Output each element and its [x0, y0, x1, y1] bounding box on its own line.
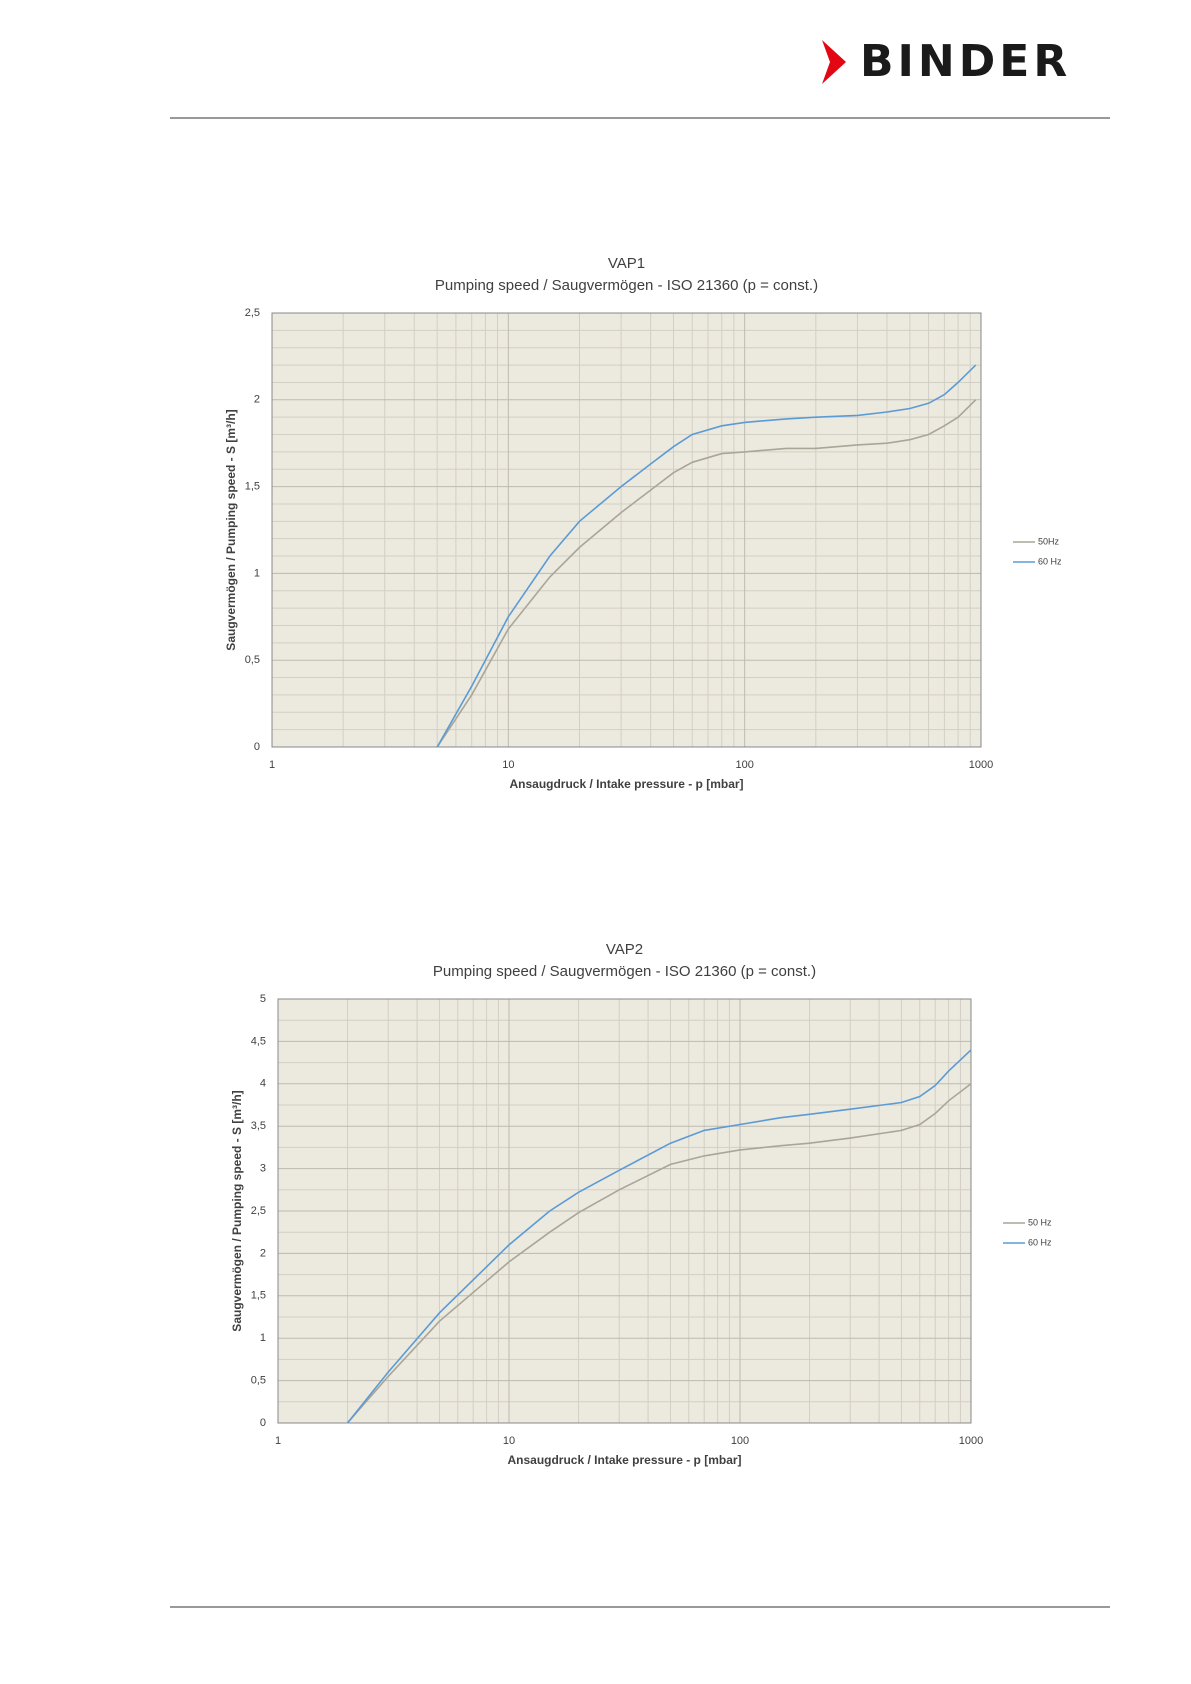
x-tick-label: 10 [503, 1435, 515, 1447]
y-tick-label: 2,5 [245, 307, 260, 319]
y-tick-label: 0,5 [251, 1375, 266, 1387]
y-tick-label: 3,5 [251, 1120, 266, 1132]
x-tick-label: 10 [502, 759, 514, 771]
x-axis-label: Ansaugdruck / Intake pressure - p [mbar] [509, 777, 743, 791]
y-tick-label: 3 [260, 1163, 266, 1175]
x-tick-label: 1 [269, 759, 275, 771]
y-tick-label: 2,5 [251, 1205, 266, 1217]
legend-label: 50Hz [1038, 536, 1060, 546]
plot-frame [277, 998, 972, 1424]
y-tick-label: 2 [254, 394, 260, 406]
y-tick-label: 0 [254, 741, 260, 753]
y-tick-label: 1 [254, 567, 260, 579]
series-line [346, 1083, 972, 1424]
logo: BINDER [860, 36, 1071, 87]
y-tick-label: 0 [260, 1417, 266, 1429]
series-line [436, 364, 977, 748]
x-tick-label: 100 [731, 1435, 749, 1447]
chart-title: VAP1 [608, 255, 645, 272]
y-tick-label: 0,5 [245, 654, 260, 666]
x-tick-label: 1000 [959, 1435, 983, 1447]
series-line [346, 1049, 972, 1424]
y-tick-label: 1 [260, 1332, 266, 1344]
x-tick-label: 1000 [969, 759, 993, 771]
y-axis-label: Saugvermögen / Pumping speed - S [m³/h] [230, 1090, 244, 1331]
x-tick-label: 100 [735, 759, 753, 771]
plot-frame [271, 312, 982, 748]
x-axis-label: Ansaugdruck / Intake pressure - p [mbar] [507, 1453, 741, 1467]
y-axis-label: Saugvermögen / Pumping speed - S [m³/h] [224, 409, 238, 650]
y-tick-label: 4,5 [251, 1035, 266, 1047]
legend-label: 50 Hz [1028, 1217, 1052, 1227]
chart-title: VAP2 [606, 941, 643, 958]
legend-label: 60 Hz [1028, 1237, 1052, 1247]
x-tick-label: 1 [275, 1435, 281, 1447]
chart-subtitle: Pumping speed / Saugvermögen - ISO 21360… [435, 277, 818, 294]
y-tick-label: 1,5 [245, 481, 260, 493]
plot-area [272, 313, 981, 747]
y-tick-label: 4 [260, 1078, 266, 1090]
legend-label: 60 Hz [1038, 556, 1062, 566]
logo-mark [822, 40, 846, 84]
y-tick-label: 1,5 [251, 1290, 266, 1302]
y-tick-label: 2 [260, 1247, 266, 1259]
chart-subtitle: Pumping speed / Saugvermögen - ISO 21360… [433, 963, 816, 980]
series-line [436, 399, 977, 748]
y-tick-label: 5 [260, 993, 266, 1005]
